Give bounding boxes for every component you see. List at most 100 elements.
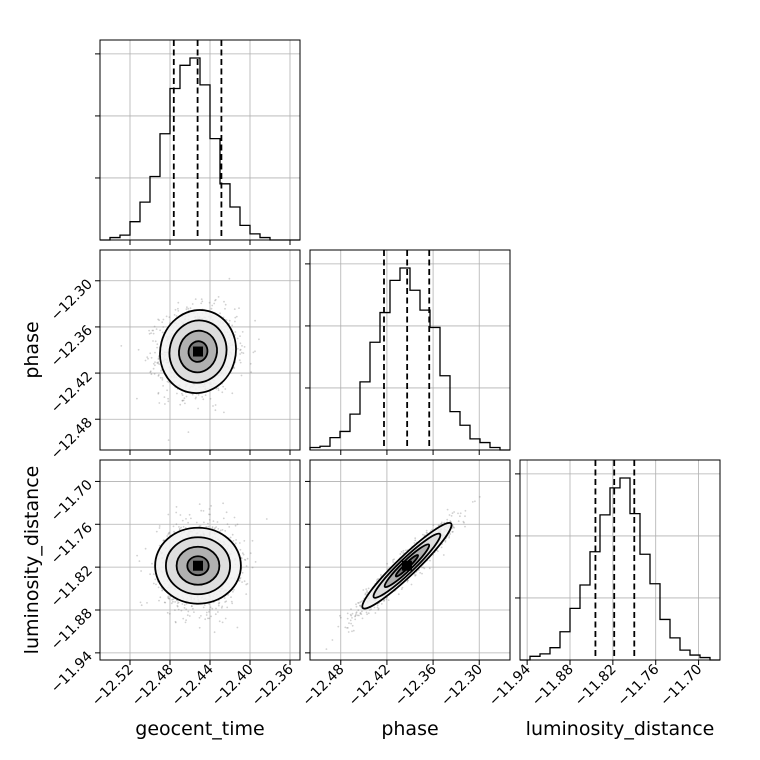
sample-point — [198, 525, 201, 527]
sample-point — [154, 351, 156, 354]
sample-point — [210, 505, 213, 507]
y-tick-label-geocent_time-luminosity_distance-0: −11.94 — [48, 648, 96, 696]
x-axis-label-geocent_time: geocent_time — [135, 718, 264, 740]
sample-point — [233, 588, 235, 591]
sample-point — [385, 598, 388, 601]
x-tick-label-luminosity_distance-4: −11.70 — [657, 662, 705, 710]
sample-point — [243, 580, 246, 583]
sample-point — [164, 601, 167, 604]
sample-point — [157, 392, 160, 395]
sample-point — [208, 603, 211, 605]
sample-point — [157, 391, 160, 394]
sample-point — [464, 509, 467, 512]
sample-point — [238, 359, 241, 362]
sample-point — [429, 559, 431, 562]
contour-geocent_time-phase-2 — [168, 319, 228, 384]
sample-point — [185, 395, 188, 398]
sample-point — [352, 629, 355, 632]
sample-point — [159, 329, 162, 332]
sample-point — [239, 349, 242, 351]
sample-point — [402, 549, 405, 552]
sample-point — [149, 371, 152, 374]
sample-point — [440, 546, 443, 549]
sample-point — [120, 345, 123, 347]
sample-point — [219, 312, 222, 315]
sample-point — [380, 574, 382, 576]
sample-point — [235, 539, 238, 541]
sample-point — [166, 535, 169, 537]
sample-point — [392, 561, 394, 563]
sample-point — [236, 626, 239, 629]
sample-point — [365, 588, 368, 590]
sample-point — [198, 616, 201, 619]
x-tick-label-luminosity_distance-1: −11.88 — [529, 662, 577, 710]
sample-point — [175, 506, 178, 508]
sample-point — [156, 343, 159, 346]
sample-point — [174, 620, 177, 623]
y-tick-label-geocent_time-luminosity_distance-4: −11.70 — [48, 477, 96, 525]
sample-point — [366, 613, 368, 616]
sample-point — [413, 542, 416, 544]
sample-point — [167, 400, 170, 403]
sample-point — [448, 535, 451, 537]
sample-point — [224, 388, 227, 390]
sample-point — [157, 374, 160, 376]
sample-point — [235, 315, 238, 318]
sample-point — [154, 361, 156, 363]
sample-point — [180, 526, 183, 529]
sample-point — [157, 318, 160, 321]
sample-point — [152, 573, 155, 575]
sample-point — [208, 617, 211, 620]
sample-point — [168, 531, 171, 534]
sample-point — [349, 613, 352, 616]
sample-point — [222, 517, 225, 520]
hist-frame-geocent_time — [99, 39, 301, 241]
sample-point — [380, 603, 383, 605]
sample-point — [208, 301, 211, 304]
sample-point — [187, 610, 190, 613]
sample-point — [157, 362, 159, 365]
sample-point — [362, 589, 365, 591]
sample-point — [204, 618, 207, 621]
sample-point — [215, 387, 218, 390]
sample-point — [400, 588, 403, 590]
sample-point — [249, 362, 252, 365]
sample-point — [226, 523, 229, 525]
x-tick-label-geocent_time-luminosity_distance-1: −12.48 — [129, 662, 177, 710]
sample-point — [347, 627, 349, 629]
sample-point — [164, 403, 166, 405]
hist-panel-geocent_time — [95, 39, 301, 241]
sample-point — [157, 361, 160, 364]
sample-point — [201, 396, 204, 398]
sample-point — [152, 332, 155, 335]
sample-point — [244, 559, 247, 561]
sample-point — [186, 614, 189, 617]
y-tick-label-geocent_time-phase-1: −12.42 — [48, 369, 96, 417]
sample-point — [217, 296, 220, 298]
sample-point — [146, 602, 148, 604]
sample-point — [161, 378, 164, 381]
contour-geocent_time-phase-1 — [178, 329, 218, 374]
sample-point — [241, 331, 244, 333]
sample-point — [182, 525, 185, 528]
sample-point — [183, 607, 186, 609]
sample-point — [229, 536, 232, 539]
sample-point — [208, 611, 210, 613]
sample-point — [146, 356, 149, 358]
hist-panel-phase — [305, 249, 511, 451]
sample-point — [217, 604, 220, 607]
sample-point — [344, 626, 347, 629]
sample-point — [181, 519, 184, 522]
sample-point — [183, 604, 186, 606]
sample-point — [187, 431, 190, 433]
sample-point — [224, 307, 226, 310]
sample-point — [346, 612, 349, 615]
sample-point — [167, 397, 170, 400]
sample-point — [184, 621, 187, 624]
sample-point — [188, 513, 191, 516]
sample-point — [325, 648, 328, 650]
sample-point — [351, 612, 354, 615]
sample-point — [459, 515, 461, 518]
y-tick-label-geocent_time-luminosity_distance-2: −11.82 — [48, 563, 96, 611]
sample-point — [217, 389, 220, 392]
